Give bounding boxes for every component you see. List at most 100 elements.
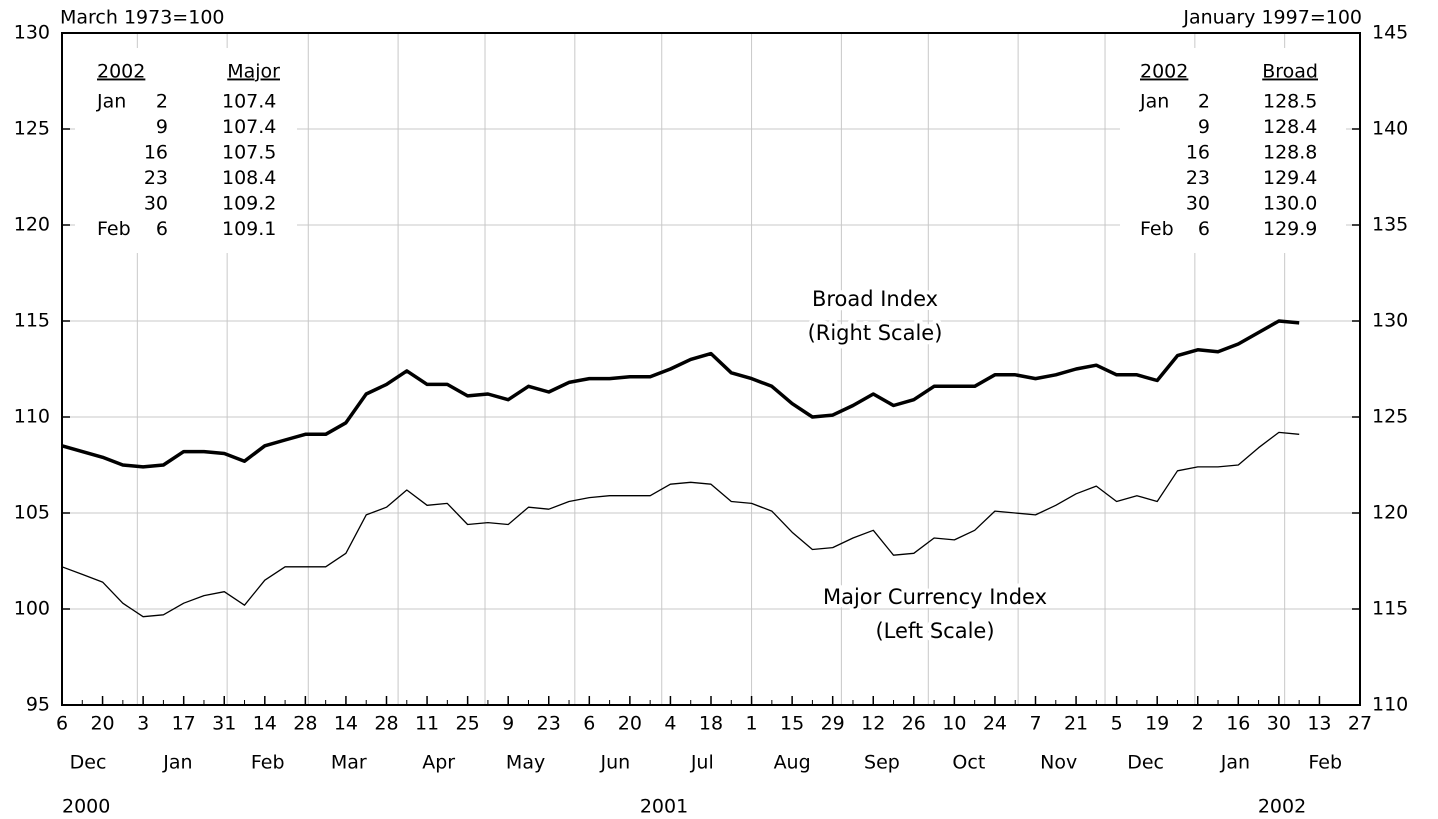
x-tick-label: 11 (415, 713, 439, 735)
month-label: Jan (162, 752, 192, 774)
year-label: 2002 (1258, 796, 1306, 818)
x-tick-label: 20 (90, 713, 114, 735)
x-tick-label: 23 (537, 713, 561, 735)
x-tick-label: 9 (502, 713, 514, 735)
x-tick-label: 12 (861, 713, 885, 735)
table-value: 129.9 (1263, 218, 1317, 240)
table-month: Feb (97, 218, 131, 240)
table-title: 2002 (97, 61, 145, 83)
table-value: 128.8 (1263, 142, 1317, 164)
x-tick-label: 15 (780, 713, 804, 735)
x-tick-label: 28 (374, 713, 398, 735)
x-tick-label: 26 (902, 713, 926, 735)
table-day: 23 (144, 167, 168, 189)
table-value: 130.0 (1263, 193, 1317, 215)
table-value: 109.2 (222, 193, 276, 215)
y-tick-label: 125 (14, 118, 50, 140)
table-day: 16 (1186, 142, 1210, 164)
table-bg (75, 48, 297, 253)
month-label: Nov (1040, 752, 1077, 774)
x-tick-label: 25 (456, 713, 480, 735)
y2-tick-label: 125 (1372, 406, 1408, 428)
month-label: Dec (1127, 752, 1164, 774)
y2-tick-label: 115 (1372, 598, 1408, 620)
month-label: Apr (422, 752, 455, 774)
y-tick-label: 130 (14, 22, 50, 44)
y2-tick-label: 130 (1372, 310, 1408, 332)
table-day: 6 (1198, 218, 1210, 240)
y2-tick-label: 145 (1372, 22, 1408, 44)
table-value: 109.1 (222, 218, 276, 240)
x-tick-label: 6 (583, 713, 595, 735)
table-month: Feb (1140, 218, 1174, 240)
month-label: Jul (690, 752, 714, 774)
right-axis-note: January 1997=100 (1182, 7, 1362, 29)
y-tick-label: 100 (14, 598, 50, 620)
table-value: 108.4 (222, 167, 276, 189)
y2-tick-label: 110 (1372, 694, 1408, 716)
table-day: 2 (156, 91, 168, 113)
x-tick-label: 31 (212, 713, 236, 735)
table-day: 23 (1186, 167, 1210, 189)
table-value: 128.5 (1263, 91, 1317, 113)
year-label: 2000 (62, 796, 110, 818)
month-label: Aug (774, 752, 811, 774)
table-value: 107.5 (222, 142, 276, 164)
x-tick-label: 2 (1192, 713, 1204, 735)
table-bg (1120, 48, 1346, 253)
left-axis-note: March 1973=100 (60, 7, 225, 29)
x-tick-label: 16 (1226, 713, 1250, 735)
table-header: Broad (1262, 61, 1318, 83)
table-month: Jan (96, 91, 126, 113)
series-label: Major Currency Index (823, 585, 1047, 609)
x-tick-label: 21 (1064, 713, 1088, 735)
month-label: Feb (1308, 752, 1342, 774)
x-tick-label: 14 (334, 713, 358, 735)
y2-tick-label: 140 (1372, 118, 1408, 140)
y-tick-label: 115 (14, 310, 50, 332)
x-tick-label: 14 (253, 713, 277, 735)
x-tick-label: 24 (983, 713, 1007, 735)
table-title: 2002 (1140, 61, 1188, 83)
table-value: 128.4 (1263, 116, 1317, 138)
table-day: 9 (1198, 116, 1210, 138)
x-tick-label: 4 (664, 713, 676, 735)
table-day: 9 (156, 116, 168, 138)
series-line (61, 319, 1300, 469)
x-tick-label: 19 (1145, 713, 1169, 735)
table-day: 30 (144, 193, 168, 215)
series-line (61, 431, 1300, 618)
x-tick-label: 27 (1348, 713, 1372, 735)
x-tick-label: 7 (1029, 713, 1041, 735)
month-label: Mar (331, 752, 367, 774)
table-header: Major (227, 61, 280, 83)
table-value: 129.4 (1263, 167, 1317, 189)
y-tick-label: 120 (14, 214, 50, 236)
series-label-note: (Left Scale) (875, 619, 994, 643)
x-tick-label: 18 (699, 713, 723, 735)
table-month: Jan (1139, 91, 1169, 113)
y-tick-label: 105 (14, 502, 50, 524)
month-label: May (506, 752, 545, 774)
month-label: Feb (251, 752, 285, 774)
table-value: 107.4 (222, 91, 276, 113)
x-tick-label: 3 (137, 713, 149, 735)
x-tick-label: 1 (746, 713, 758, 735)
year-label: 2001 (640, 796, 688, 818)
y2-tick-label: 120 (1372, 502, 1408, 524)
month-label: Sep (864, 752, 900, 774)
x-tick-label: 10 (942, 713, 966, 735)
y2-tick-label: 135 (1372, 214, 1408, 236)
month-label: Jun (600, 752, 631, 774)
table-day: 2 (1198, 91, 1210, 113)
series-label: Broad Index (812, 287, 938, 311)
series-label-note: (Right Scale) (808, 321, 943, 345)
table-day: 6 (156, 218, 168, 240)
month-label: Jan (1220, 752, 1250, 774)
y-tick-label: 95 (26, 694, 50, 716)
x-tick-label: 28 (293, 713, 317, 735)
x-tick-label: 13 (1307, 713, 1331, 735)
x-tick-label: 30 (1267, 713, 1291, 735)
